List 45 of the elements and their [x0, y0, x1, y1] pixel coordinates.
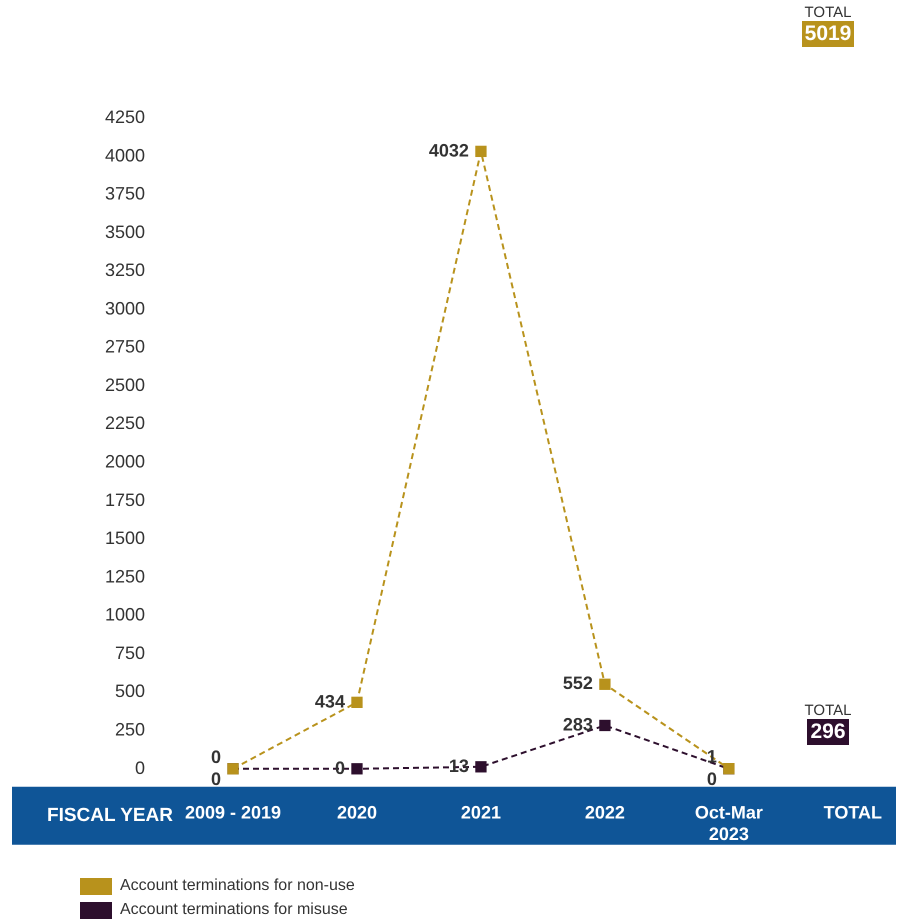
x-tick-label: 2022 [584, 802, 625, 823]
point [599, 678, 611, 690]
y-tick-label: 3750 [104, 184, 145, 204]
data-label: 434 [314, 691, 345, 712]
data-label: 0 [210, 768, 221, 789]
legend-label: Account terminations for non-use [120, 877, 355, 895]
point [599, 720, 611, 732]
x-tick-label: 2021 [460, 802, 501, 823]
y-tick-label: 3000 [104, 298, 145, 318]
y-tick-label: 4000 [104, 145, 145, 166]
y-tick-label: 4250 [104, 106, 145, 127]
y-tick-label: 3250 [104, 260, 145, 280]
data-label: 0 [706, 768, 717, 789]
x-tick-label: Oct-Mar 2023 [694, 802, 763, 844]
data-label: 0 [334, 758, 345, 778]
text: TOTAL [804, 4, 852, 21]
y-tick-label: 2500 [104, 374, 145, 395]
x-tick-label: TOTAL [824, 802, 882, 823]
y-tick-label: 1750 [104, 490, 145, 510]
data-label: 283 [562, 714, 593, 734]
point [351, 763, 363, 774]
y-tick-label: 750 [114, 642, 145, 663]
y-tick-label: 250 [114, 719, 145, 740]
y-tick-label: 1500 [104, 528, 145, 548]
data-label: 552 [562, 673, 593, 694]
point [475, 146, 487, 158]
x-tick-label: 2009 - 2019 [184, 802, 282, 823]
point [475, 761, 487, 772]
data-label: 0 [210, 746, 221, 767]
y-tick-label: 2250 [104, 413, 145, 434]
y-tick-label: 1250 [104, 566, 145, 586]
y-tick-label: 1000 [104, 604, 145, 625]
annotation: 296 [807, 719, 849, 745]
y-tick-label: 2000 [104, 452, 145, 472]
point [351, 696, 363, 708]
y-tick-label: 2750 [104, 336, 145, 357]
text: 5019 [802, 21, 854, 47]
annotation: TOTAL [804, 702, 852, 719]
x-tick-label: 2020 [336, 802, 377, 823]
legend-label: Account terminations for misuse [120, 901, 348, 919]
x-axis-title: FISCAL YEAR [47, 805, 174, 826]
y-tick-label: 0 [134, 758, 145, 778]
y-tick-label: 500 [114, 681, 145, 702]
data-label: 4032 [428, 140, 469, 160]
y-tick-label: 3500 [104, 222, 145, 242]
